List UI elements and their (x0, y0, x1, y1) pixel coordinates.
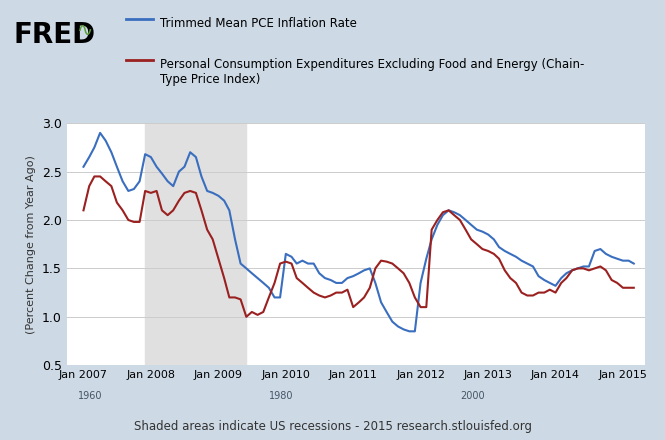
Y-axis label: (Percent Change from Year Ago): (Percent Change from Year Ago) (26, 155, 36, 334)
Text: 1980: 1980 (269, 391, 294, 401)
Text: Trimmed Mean PCE Inflation Rate: Trimmed Mean PCE Inflation Rate (160, 18, 356, 30)
Text: FRED: FRED (13, 21, 95, 49)
Text: 1960: 1960 (78, 391, 102, 401)
Text: ∿: ∿ (76, 21, 93, 40)
Text: Personal Consumption Expenditures Excluding Food and Energy (Chain-
Type Price I: Personal Consumption Expenditures Exclud… (160, 58, 584, 86)
Text: Shaded areas indicate US recessions - 2015 research.stlouisfed.org: Shaded areas indicate US recessions - 20… (134, 420, 531, 433)
Text: 2000: 2000 (461, 391, 485, 401)
Bar (145, 123, 246, 365)
